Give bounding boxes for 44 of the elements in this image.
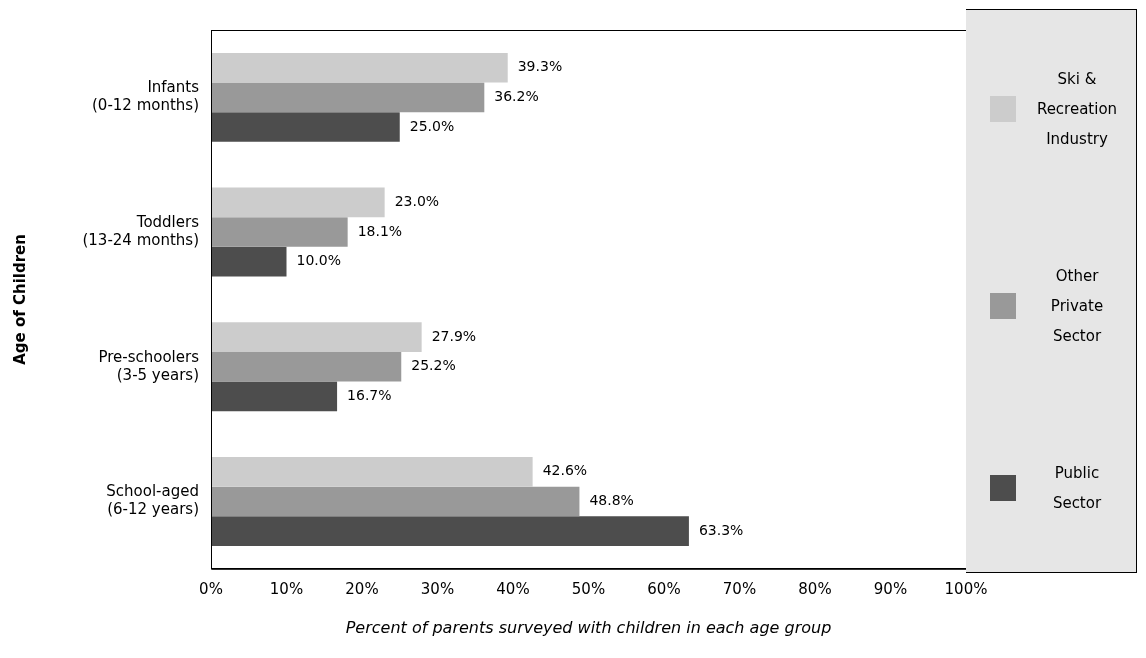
y-tick-label: Toddlers (13-24 months) [82,212,200,249]
y-tick-label: School-aged (6-12 years) [106,482,199,519]
text: Public Sector [1051,463,1103,515]
bar [211,52,508,83]
data-label: 36.2% [494,87,539,104]
bar [211,82,485,113]
data-label: 48.8% [589,492,634,509]
x-tick-label: 0% [199,579,223,598]
data-label: 25.2% [411,357,456,374]
x-tick-label: 30% [420,579,455,598]
bar [211,217,348,247]
bar [211,322,422,352]
bar [211,351,402,382]
bar [211,187,385,218]
bar [211,516,689,546]
text: Ski & Recreation Industry [1035,68,1119,150]
data-label: 42.6% [542,462,588,479]
x-tick-label: 80% [798,579,832,598]
x-tick-label: 90% [873,579,908,598]
x-axis-title: Percent of parents surveyed with children in each age group [345,617,832,637]
data-label: 39.3% [517,58,563,75]
data-label: 63.3% [698,521,744,538]
x-tick-label: 10% [269,579,304,598]
x-tick-label: 60% [647,579,681,598]
data-label: 27.9% [431,327,477,344]
x-tick-label: 40% [496,579,530,598]
legend-label: Other Private Sector [1049,266,1105,347]
x-tick-label: 20% [345,579,379,598]
bar [211,112,400,142]
bar [211,381,338,412]
bar [211,246,287,277]
bar [211,457,533,487]
data-label: 18.1% [357,222,403,239]
data-label: 16.7% [347,387,392,404]
x-tick-label: 100% [944,579,988,598]
data-label: 25.0% [409,117,455,134]
y-axis-title: Age of Children [10,234,29,365]
x-tick-label: 50% [571,579,606,598]
data-label: 10.0% [296,252,341,269]
y-tick-label: Infants (0-12 months) [91,78,200,115]
y-tick-label: Pre-schoolers (3-5 years) [98,347,200,384]
data-label: 23.0% [394,193,440,210]
bar [211,486,580,517]
x-tick-label: 70% [722,579,757,598]
